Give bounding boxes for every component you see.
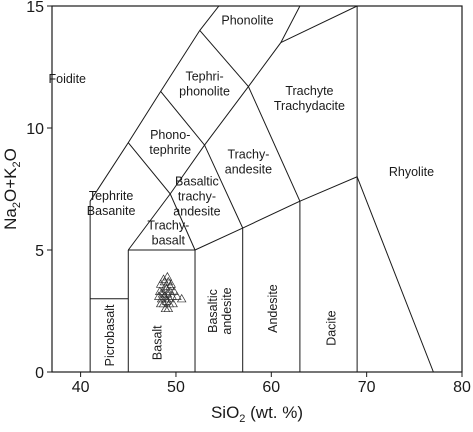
sample-point-1 — [162, 271, 173, 281]
x-tick-label-40: 40 — [72, 379, 90, 396]
sample-point-27 — [165, 281, 176, 291]
field-boundary-13 — [247, 86, 301, 202]
y-tick-label-10: 10 — [26, 121, 44, 138]
sample-point-9 — [169, 286, 179, 295]
field-boundaries — [89, 6, 434, 372]
field-boundary-7 — [194, 200, 301, 372]
field-labels: Foidite Phonolite Tephri-phonolite Trachyte… — [48, 14, 434, 367]
field-label-andesite: Andesite — [266, 284, 280, 333]
field-label-picrobasalt: Picrobasalt — [103, 304, 117, 366]
field-label-basalt: Basalt — [151, 325, 165, 360]
sample-point-26 — [161, 293, 172, 303]
sample-point-2 — [155, 279, 166, 288]
x-tick-label-60: 60 — [262, 379, 280, 396]
field-label-basaltic-trachy-andesite: Basaltic trachy-andesite — [173, 174, 220, 218]
y-axis-label: Na2O+K2O — [1, 148, 23, 230]
field-label-tephri-phonolite: Tephri-phonolite — [179, 70, 230, 99]
sample-point-25 — [157, 289, 168, 298]
field-label-trachy-andesite: Trachy-andesite — [225, 148, 272, 177]
field-boundary-4 — [127, 6, 301, 251]
field-boundary-0 — [89, 6, 220, 372]
field-label-phonolite: Phonolite — [221, 14, 273, 28]
field-boundary-6 — [160, 91, 244, 372]
field-label-tephrite-basanite: Tephrite Basanite — [87, 189, 136, 218]
y-tick-label-5: 5 — [35, 243, 44, 260]
field-label-trachy-basalt: Trachy-basalt — [147, 218, 189, 247]
sample-point-16 — [172, 291, 182, 300]
sample-point-3 — [166, 279, 176, 288]
field-label-foidite: Foidite — [48, 72, 86, 86]
sample-point-4 — [160, 281, 171, 291]
y-axis-label-part-2: O+K — [1, 167, 20, 202]
y-tick-label-15: 15 — [26, 0, 44, 16]
y-axis-label-part-1: 2 — [11, 202, 23, 208]
sample-point-19 — [158, 298, 169, 308]
sample-point-24 — [163, 303, 174, 313]
y-tick-label-0: 0 — [35, 365, 44, 382]
sample-points — [153, 271, 187, 313]
x-axis-label: SiO2 (wt. %) — [211, 403, 303, 425]
sample-point-6 — [157, 286, 168, 295]
x-axis-label-main: SiO — [211, 403, 239, 422]
axis-ticks: 40 50 60 70 80 0 5 10 15 — [26, 0, 471, 396]
y-axis-label-part-0: Na — [1, 208, 20, 230]
field-boundary-12 — [280, 6, 358, 44]
sample-point-0 — [158, 274, 169, 283]
plot-frame — [51, 5, 463, 373]
sample-point-13 — [162, 289, 173, 298]
sample-point-15 — [167, 291, 177, 300]
sample-point-12 — [159, 291, 170, 300]
field-label-trachyte-trachydacite: Trachyte Trachydacite — [274, 84, 345, 113]
field-label-basaltic-andesite: Basalticandesite — [206, 287, 234, 334]
field-boundary-10 — [356, 176, 434, 372]
x-tick-label-70: 70 — [358, 379, 376, 396]
y-axis-label-part-4: O — [1, 148, 20, 161]
sample-point-29 — [163, 276, 174, 286]
field-label-rhyolite: Rhyolite — [389, 165, 434, 179]
sample-point-18 — [155, 298, 166, 308]
x-tick-label-50: 50 — [167, 379, 185, 396]
sample-point-11 — [156, 293, 167, 303]
sample-point-22 — [168, 298, 178, 308]
sample-point-7 — [161, 284, 172, 293]
x-axis-label-tail: (wt. %) — [245, 403, 303, 422]
field-boundary-5 — [127, 142, 196, 251]
field-label-phono-tephrite: Phono-tephrite — [149, 128, 191, 157]
y-axis-label-part-3: 2 — [11, 161, 23, 167]
x-tick-label-80: 80 — [453, 379, 471, 396]
field-boundary-8 — [199, 30, 249, 87]
x-axis-label-sub: 2 — [239, 413, 245, 425]
field-label-dacite: Dacite — [324, 310, 338, 345]
sample-point-17 — [176, 293, 187, 303]
